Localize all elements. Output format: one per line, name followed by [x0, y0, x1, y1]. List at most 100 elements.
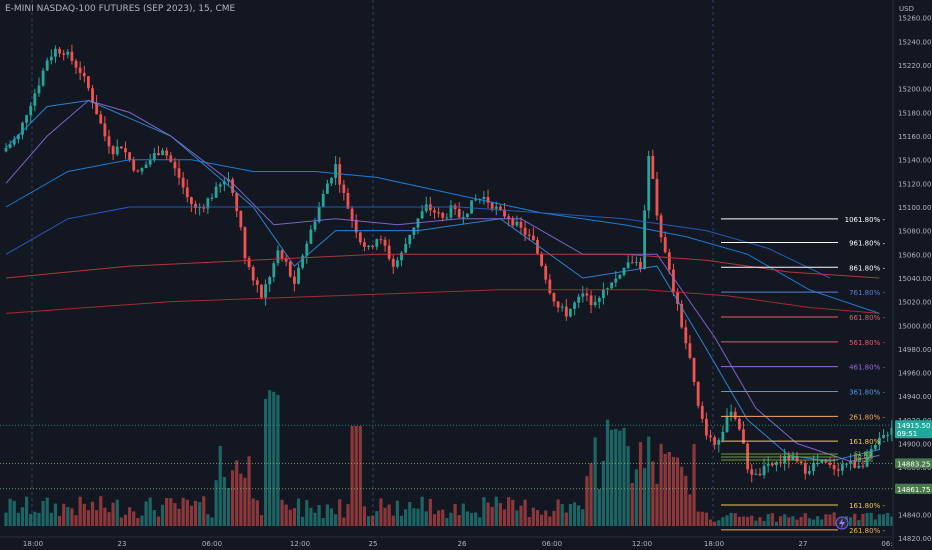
candle-body [746, 443, 749, 470]
candle-body [387, 245, 391, 259]
candle-body [548, 279, 552, 294]
volume-bar [255, 500, 259, 526]
volume-bar [243, 477, 247, 526]
candle-body [466, 213, 469, 218]
fib-level-label: 961.80% - [849, 239, 885, 247]
volume-bar [416, 508, 420, 526]
candle [696, 381, 700, 409]
candle-body [152, 153, 156, 161]
volume-bar [354, 426, 358, 526]
volume-bar [618, 430, 622, 526]
volume-bar [741, 516, 746, 526]
candle-body [358, 232, 362, 243]
candle-body [787, 455, 791, 461]
volume-bar [886, 512, 890, 526]
volume-bar [387, 504, 391, 526]
y-tick-label: 14900.00 [898, 441, 931, 449]
candle [503, 202, 506, 220]
candle [705, 412, 708, 440]
candle-body [507, 216, 511, 219]
x-tick-label: 25 [369, 540, 378, 548]
candle [412, 227, 416, 239]
candle [560, 303, 564, 312]
candle-body [705, 418, 708, 436]
volume-bar [890, 516, 894, 526]
candle-body [865, 457, 869, 467]
candle [680, 300, 684, 329]
candle [8, 140, 12, 149]
volume-bar [210, 517, 214, 526]
volume-bar [457, 515, 461, 526]
symbol-title: E-MINI NASDAQ-100 FUTURES (SEP 2023), 15… [5, 4, 236, 14]
candle-body [218, 184, 222, 187]
candle [325, 179, 329, 194]
volume-bar [37, 512, 41, 526]
candle-body [750, 469, 754, 475]
volume-bar [663, 453, 667, 526]
candle-body [585, 293, 589, 296]
volume-bar [383, 507, 387, 526]
candle [367, 245, 370, 250]
candle-body [564, 306, 568, 317]
volume-bar [432, 514, 437, 526]
lightning-icon[interactable] [835, 516, 849, 530]
candle [309, 225, 313, 245]
x-tick-label: 06:00 [202, 540, 222, 548]
candle [552, 292, 556, 307]
candle [626, 255, 630, 270]
candle-body [95, 102, 99, 115]
candle-body [214, 186, 218, 198]
candle-body [688, 343, 692, 358]
volume-bar [486, 502, 490, 526]
volume-bar [144, 501, 148, 526]
candle-body [391, 258, 395, 267]
candle-body [717, 440, 721, 445]
y-tick-label: 15260.00 [898, 15, 931, 23]
candle-body [190, 197, 193, 204]
volume-bar [107, 512, 111, 526]
candle [457, 202, 461, 219]
y-tick-label: 14820.00 [898, 535, 931, 543]
volume-bar [807, 518, 811, 526]
moving-average-line [5, 159, 880, 314]
volume-bar [404, 509, 408, 526]
volume-bar [778, 516, 783, 526]
candle [494, 201, 498, 216]
candle-body [766, 463, 770, 466]
volume-bar [799, 516, 803, 526]
y-tick-label: 15000.00 [898, 322, 931, 330]
volume-bar [556, 499, 560, 526]
candle-body [651, 156, 655, 179]
candle [338, 157, 342, 193]
volume-bar [688, 494, 692, 526]
volume-bar [338, 499, 342, 526]
volume-bar [713, 521, 717, 526]
candle [725, 408, 729, 433]
candle [659, 212, 663, 243]
volume-bar [20, 507, 25, 526]
candle [268, 275, 272, 292]
fib-level-label: 361.80% - [849, 389, 885, 397]
volume-bar [263, 398, 268, 526]
volume-bar [379, 498, 383, 526]
volume-bar [568, 503, 573, 526]
candle-body [16, 134, 20, 140]
candle [148, 153, 152, 168]
volume-bar [408, 502, 412, 526]
candle-body [659, 215, 663, 238]
candle-body [630, 262, 634, 264]
candle-body [820, 459, 824, 463]
candle [511, 215, 515, 229]
candle-body [441, 212, 445, 218]
volume-bar [45, 497, 49, 526]
volume-bar [758, 517, 762, 526]
candle-body [62, 53, 66, 55]
candle [729, 404, 733, 422]
candle-body [255, 280, 259, 285]
volume-bar [544, 510, 548, 526]
volume-bar [461, 503, 465, 526]
candle-body [317, 206, 321, 222]
candle [371, 244, 375, 250]
volume-bar [787, 517, 791, 526]
